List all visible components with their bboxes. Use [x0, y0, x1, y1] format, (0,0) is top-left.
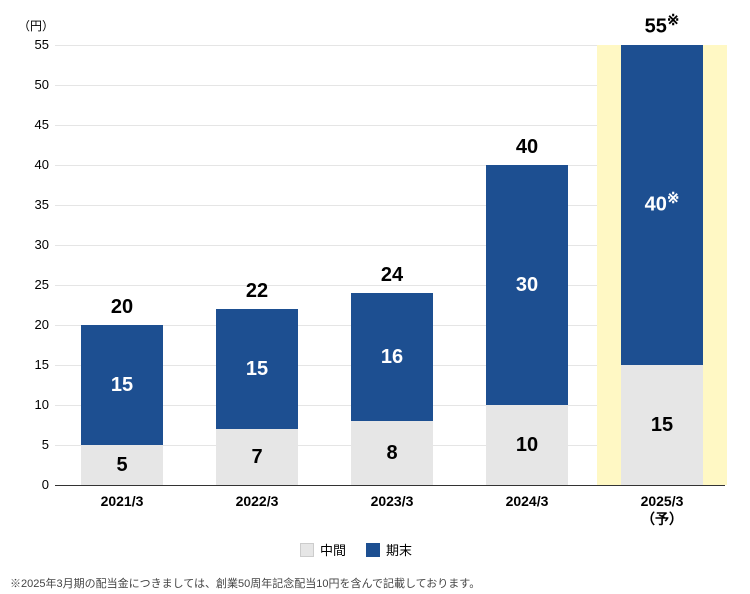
segment-label-final: 15: [81, 374, 163, 397]
segment-label-interim: 15: [621, 414, 703, 437]
y-tick-label: 50: [19, 77, 49, 92]
segment-label-interim: 7: [216, 446, 298, 469]
bar-group: 5 15 20: [81, 45, 163, 485]
bar-group: 1540※55※: [621, 45, 703, 485]
bar-total-label: 20: [81, 296, 163, 319]
bar-group: 7 15 22: [216, 45, 298, 485]
x-axis-category-label: 2022/3: [196, 493, 318, 509]
footnote: ※2025年3月期の配当金につきましては、創業50周年記念配当10円を含んで記載…: [10, 575, 480, 591]
y-tick-label: 15: [19, 357, 49, 372]
legend-item: 期末: [366, 540, 412, 559]
y-tick-label: 5: [19, 437, 49, 452]
bar-group: 10 30 40: [486, 45, 568, 485]
x-axis-category-label: 2021/3: [61, 493, 183, 509]
x-axis-category-label: 2025/3（予）: [601, 493, 723, 529]
segment-label-final: 16: [351, 346, 433, 369]
bar-total-label: 22: [216, 280, 298, 303]
legend-item: 中間: [300, 540, 346, 559]
x-axis-category-label: 2023/3: [331, 493, 453, 509]
legend-swatch: [366, 543, 380, 557]
legend-label: 期末: [386, 540, 412, 559]
segment-label-interim: 10: [486, 434, 568, 457]
legend: 中間 期末: [300, 540, 412, 559]
y-tick-label: 30: [19, 237, 49, 252]
bar-total-label: 24: [351, 264, 433, 287]
y-tick-label: 40: [19, 157, 49, 172]
bar-total-label: 40: [486, 136, 568, 159]
y-tick-label: 25: [19, 277, 49, 292]
y-tick-label: 20: [19, 317, 49, 332]
y-axis-unit-label: （円）: [18, 17, 54, 34]
y-tick-label: 0: [19, 477, 49, 492]
segment-label-interim: 5: [81, 454, 163, 477]
segment-label-final: 30: [486, 274, 568, 297]
plot-area: 5152071522816241030401540※55※: [55, 45, 725, 485]
x-axis-line: [55, 485, 725, 486]
segment-label-final: 40※: [621, 189, 703, 217]
dividend-stacked-bar-chart: （円）0510152025303540455055515207152281624…: [0, 0, 750, 594]
legend-label: 中間: [320, 540, 346, 559]
y-tick-label: 45: [19, 117, 49, 132]
y-tick-label: 35: [19, 197, 49, 212]
legend-swatch: [300, 543, 314, 557]
y-tick-label: 55: [19, 37, 49, 52]
bar-total-label: 55※: [621, 11, 703, 39]
segment-label-interim: 8: [351, 442, 433, 465]
bar-group: 8 16 24: [351, 45, 433, 485]
segment-label-final: 15: [216, 358, 298, 381]
y-tick-label: 10: [19, 397, 49, 412]
x-axis-category-label: 2024/3: [466, 493, 588, 509]
